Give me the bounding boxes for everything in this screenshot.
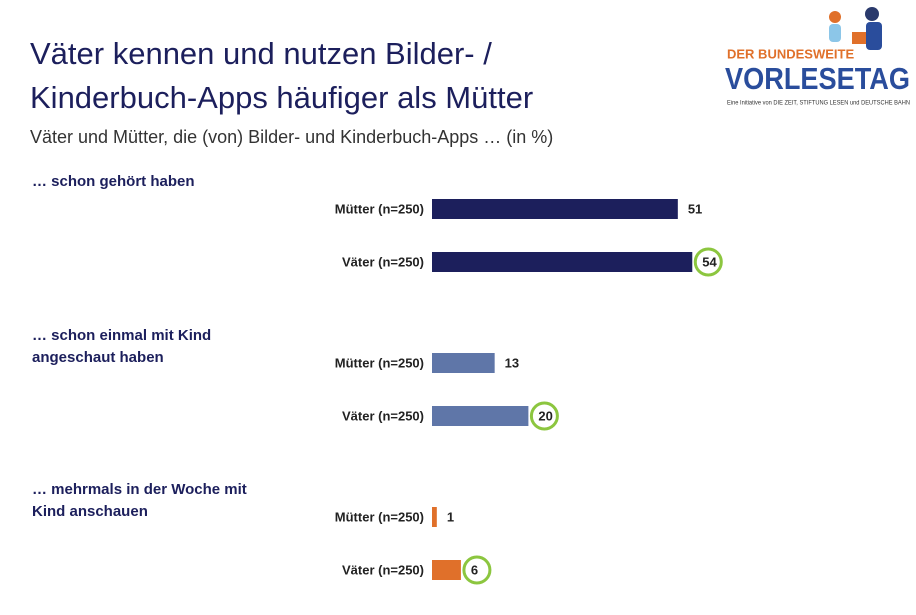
value-label: 13 [505,355,519,370]
bar [432,560,461,580]
category-label: Väter (n=250) [342,562,424,577]
highlight-circle [462,555,492,585]
category-label: Väter (n=250) [342,254,424,269]
value-label: 20 [538,408,552,423]
category-label: Mütter (n=250) [335,201,424,216]
highlight-circle [693,247,723,277]
group-label: … schon gehört haben [32,173,195,190]
category-label: Mütter (n=250) [335,355,424,370]
value-label: 1 [447,509,454,524]
bar [432,252,693,272]
category-label: Mütter (n=250) [335,509,424,524]
logo-book [852,32,866,44]
logo-figure [829,24,841,42]
value-label: 54 [702,254,717,269]
logo-figure [829,11,841,23]
bar [432,507,437,527]
group-label: … mehrmals in der Woche mit Kind anschau… [32,481,247,520]
group-label: … schon einmal mit Kind angeschaut haben [32,327,212,366]
logo: DER BUNDESWEITE VORLESETAG Eine Initiati… [725,7,910,107]
logo-name: VORLESETAG [725,61,910,96]
chart-title: Väter kennen und nutzen Bilder- / Kinder… [30,36,534,115]
value-label: 6 [471,562,478,577]
bar [432,353,495,373]
logo-top: DER BUNDESWEITE [727,46,854,61]
logo-tagline: Eine Initiative von DIE ZEIT, STIFTUNG L… [727,100,910,107]
highlight-circle [529,401,559,431]
logo-figure [866,22,882,50]
category-label: Väter (n=250) [342,408,424,423]
bar [432,199,678,219]
chart-subtitle: Väter und Mütter, die (von) Bilder- und … [30,127,554,147]
bar [432,406,529,426]
value-label: 51 [688,201,702,216]
logo-figure [865,7,879,21]
